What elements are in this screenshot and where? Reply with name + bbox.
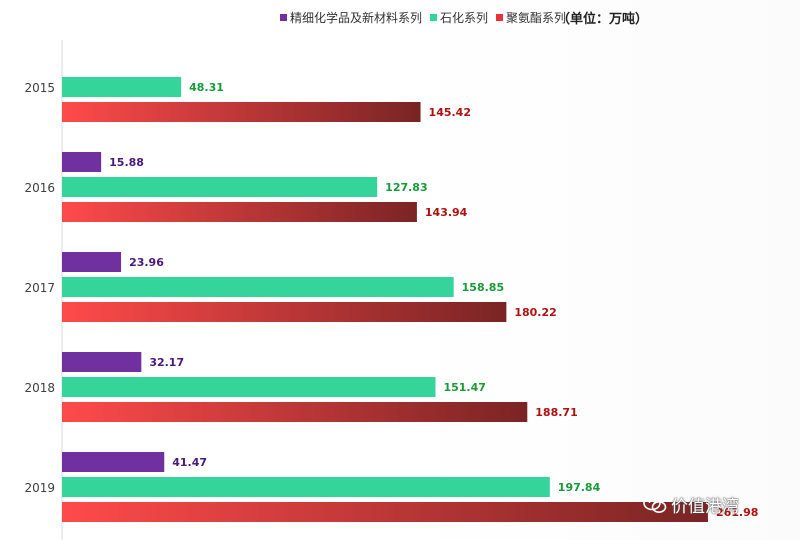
bar [62,177,378,197]
bar [62,352,142,372]
bar [62,252,122,272]
legend-label: 聚氨酯系列 [506,11,567,25]
bar [62,477,550,497]
data-label: 261.98 [716,506,758,519]
data-label: 48.31 [189,81,224,94]
data-label: 151.47 [443,381,485,394]
data-label: 145.42 [429,106,471,119]
legend-item-polyurethane: 聚氨酯系列 [496,9,566,26]
background-shade [405,0,800,540]
unit-label: （单位：万吨） [557,12,649,27]
legend-label: 精细化学品及新材料系列 [290,11,423,25]
legend: 精细化学品及新材料系列 石化系列 聚氨酯系列 [280,9,574,26]
y-tick-label: 2018 [24,381,55,395]
bar [62,377,436,397]
bar [62,277,454,297]
legend-item-fine-chemicals: 精细化学品及新材料系列 [280,9,422,26]
bar [62,502,708,522]
bar [62,302,507,322]
data-label: 15.88 [109,156,144,169]
legend-label: 石化系列 [440,11,489,25]
y-tick-label: 2016 [24,181,55,195]
bar [62,77,182,97]
legend-swatch [496,14,504,21]
data-label: 127.83 [385,181,427,194]
data-label: 41.47 [172,456,207,469]
bar [62,452,165,472]
data-label: 188.71 [535,406,577,419]
legend-swatch [280,14,287,21]
bar [62,102,421,122]
data-label: 143.94 [425,206,468,219]
bar [62,202,417,222]
y-tick-label: 2015 [24,81,55,95]
data-label: 158.85 [462,281,504,294]
bar [62,152,102,172]
watermark: 价值港湾 [643,492,739,517]
legend-swatch [430,14,438,21]
bar [62,402,528,422]
y-tick-label: 2019 [24,481,55,495]
wechat-icon [643,495,667,513]
watermark-text: 价值港湾 [671,497,739,517]
y-tick-label: 2017 [24,281,55,295]
data-label: 23.96 [129,256,164,269]
data-label: 32.17 [149,356,184,369]
data-label: 197.84 [558,481,601,494]
legend-item-petrochemical: 石化系列 [430,9,488,26]
data-label: 180.22 [514,306,556,319]
